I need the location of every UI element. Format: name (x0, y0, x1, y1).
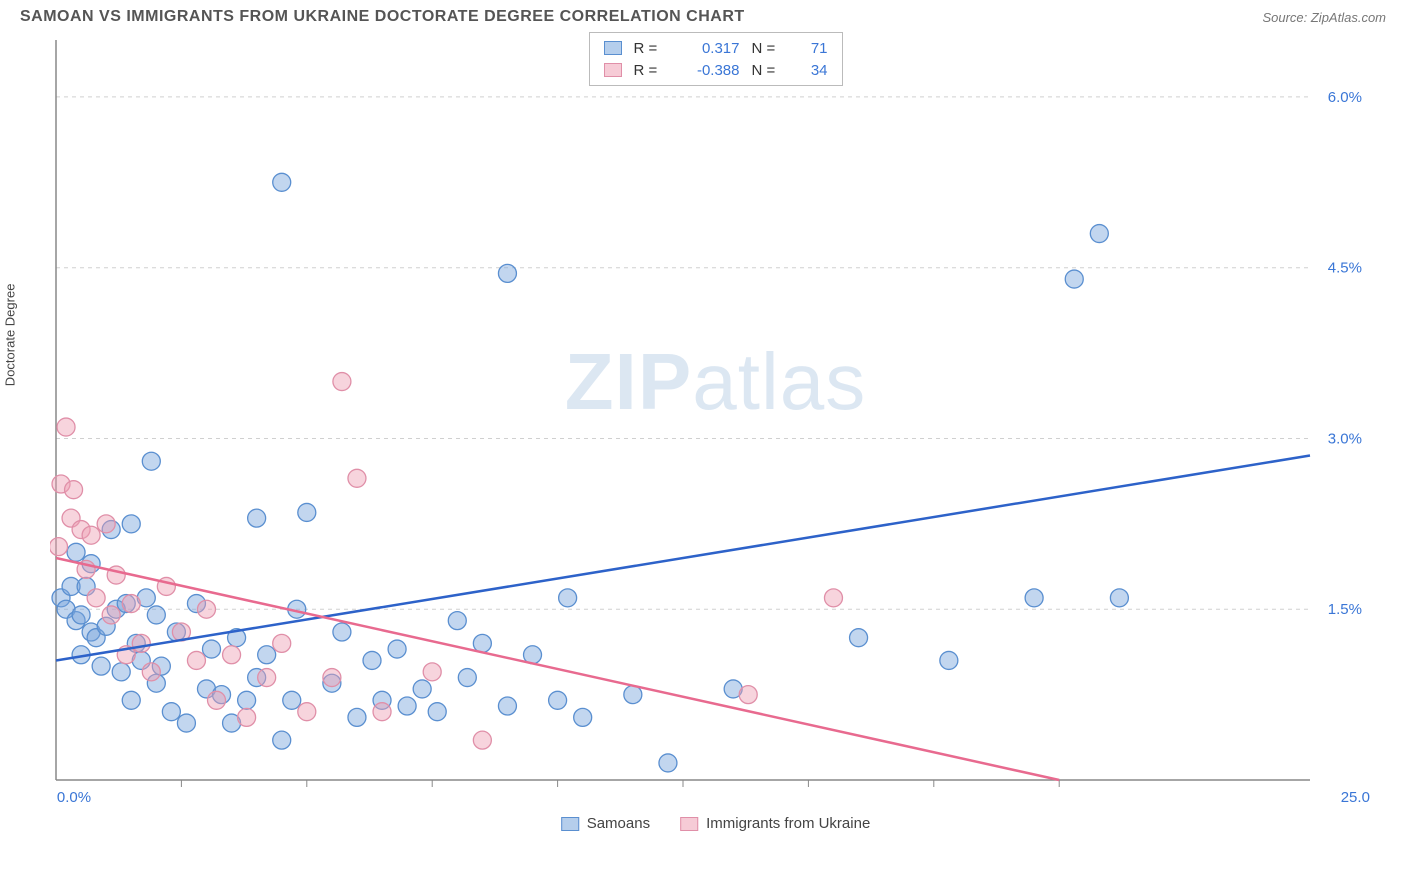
legend-swatch (604, 63, 622, 77)
r-value: -0.388 (680, 62, 740, 79)
svg-text:0.0%: 0.0% (57, 789, 91, 806)
legend-row: R = -0.388 N = 34 (604, 59, 828, 81)
svg-text:6.0%: 6.0% (1328, 89, 1362, 106)
r-label: R = (634, 40, 668, 57)
series-legend: Samoans Immigrants from Ukraine (561, 815, 871, 832)
n-value: 71 (798, 40, 828, 57)
chart-area: Doctorate Degree ZIPatlas R = 0.317 N = … (50, 30, 1381, 830)
series-name: Samoans (587, 815, 650, 832)
r-value: 0.317 (680, 40, 740, 57)
n-value: 34 (798, 62, 828, 79)
series-legend-item: Samoans (561, 815, 650, 832)
legend-row: R = 0.317 N = 71 (604, 37, 828, 59)
n-label: N = (752, 62, 786, 79)
series-legend-item: Immigrants from Ukraine (680, 815, 870, 832)
source-attribution: Source: ZipAtlas.com (1262, 10, 1386, 25)
series-name: Immigrants from Ukraine (706, 815, 870, 832)
legend-swatch (680, 817, 698, 831)
legend-swatch (604, 41, 622, 55)
chart-title: SAMOAN VS IMMIGRANTS FROM UKRAINE DOCTOR… (20, 8, 745, 26)
svg-text:3.0%: 3.0% (1328, 430, 1362, 447)
svg-text:4.5%: 4.5% (1328, 260, 1362, 277)
n-label: N = (752, 40, 786, 57)
legend-swatch (561, 817, 579, 831)
y-axis-label: Doctorate Degree (3, 284, 18, 387)
correlation-legend: R = 0.317 N = 71 R = -0.388 N = 34 (589, 32, 843, 86)
svg-text:25.0%: 25.0% (1341, 789, 1370, 806)
scatter-plot: 1.5% 3.0% 4.5% 6.0% 0.0% 25.0% (50, 30, 1370, 810)
svg-text:1.5%: 1.5% (1328, 601, 1362, 618)
r-label: R = (634, 62, 668, 79)
